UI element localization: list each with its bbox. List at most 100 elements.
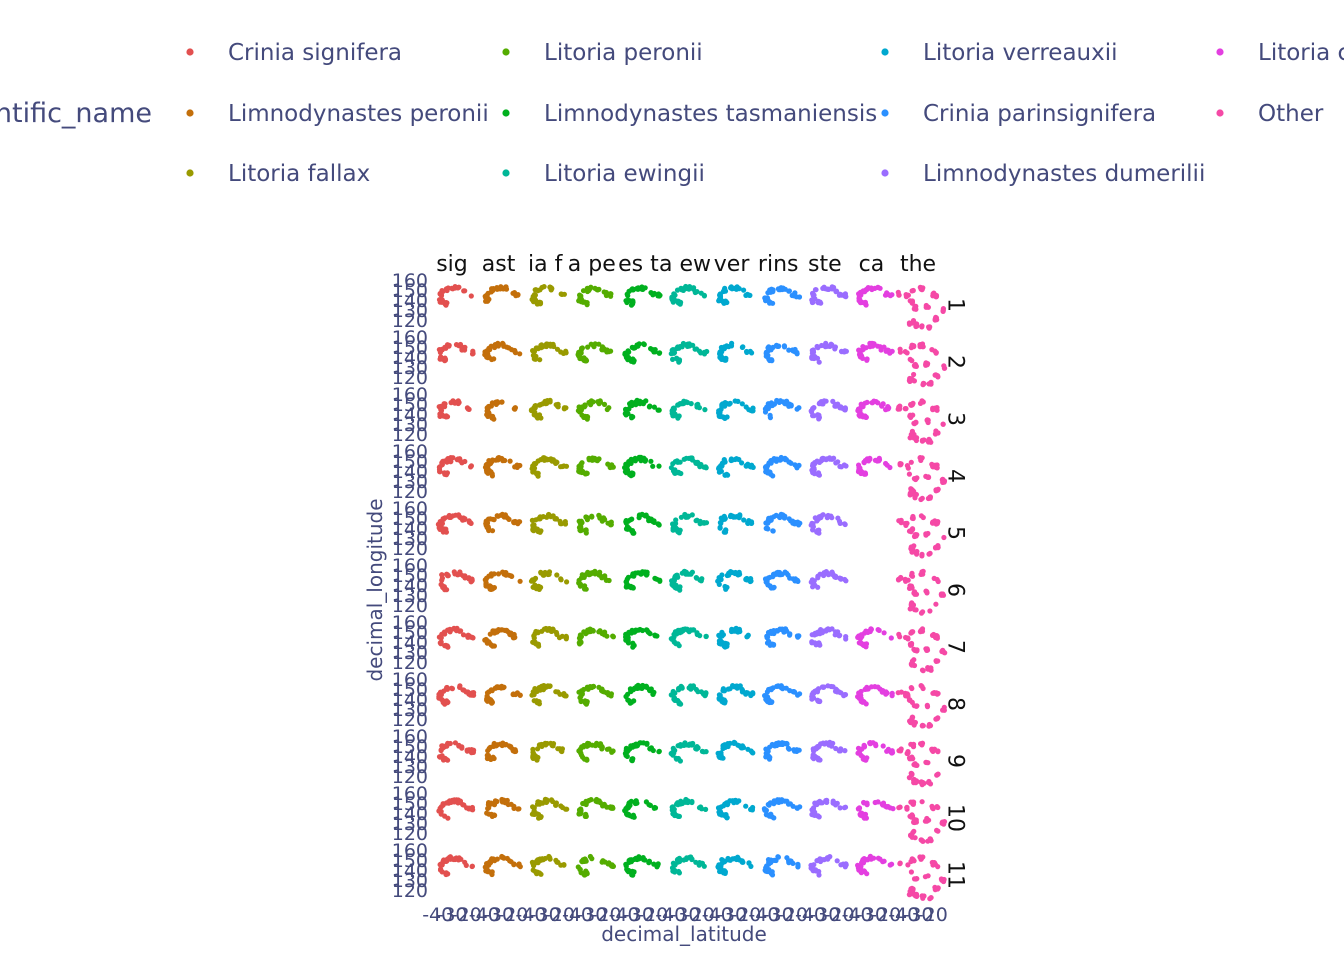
scatter-point [939, 477, 945, 483]
scatter-point [695, 689, 701, 695]
scatter-point [914, 893, 920, 900]
scatter-point [684, 855, 690, 861]
scatter-point [624, 805, 630, 812]
scatter-point [600, 688, 606, 694]
scatter-point [908, 799, 914, 805]
scatter-point [676, 687, 682, 693]
scatter-point [623, 463, 630, 469]
scatter-point [670, 410, 676, 416]
scatter-point [689, 455, 695, 461]
scatter-point [647, 631, 653, 637]
scatter-point [816, 527, 822, 533]
scatter-point [578, 461, 584, 467]
scatter-point [909, 771, 915, 777]
scatter-point [531, 809, 537, 815]
scatter-point [787, 801, 794, 807]
scatter-point [932, 690, 938, 696]
scatter-point [763, 754, 769, 760]
scatter-point [635, 570, 641, 576]
scatter-point [914, 323, 920, 329]
scatter-point [679, 800, 686, 806]
scatter-point [860, 860, 867, 866]
x-tick-label: -40 [888, 904, 919, 926]
scatter-point [485, 698, 491, 704]
y-tick-label: 130 [392, 699, 428, 721]
scatter-point [492, 812, 498, 819]
scatter-point [507, 631, 513, 638]
scatter-point [812, 809, 818, 816]
legend-label: Limnodynastes peronii [228, 101, 489, 127]
scatter-point [577, 527, 583, 533]
scatter-point [545, 571, 551, 578]
y-tick-label: 140 [392, 860, 428, 882]
scatter-point [688, 571, 694, 577]
scatter-point [872, 799, 878, 806]
scatter-point [838, 404, 844, 410]
scatter-point [623, 298, 629, 304]
scatter-point [549, 628, 555, 634]
x-tick-label: -20 [870, 904, 901, 926]
scatter-point [652, 349, 658, 355]
scatter-point [837, 575, 843, 581]
x-tick-label: -40 [655, 904, 686, 926]
scatter-point [815, 813, 821, 819]
scatter-point [540, 687, 547, 693]
y-tick-label: 130 [392, 300, 428, 322]
scatter-point [515, 806, 521, 812]
y-tick-label: 130 [392, 528, 428, 550]
scatter-point [717, 412, 723, 418]
scatter-point [630, 812, 637, 818]
scatter-point [739, 401, 745, 407]
scatter-point [656, 407, 662, 413]
scatter-point [722, 415, 728, 421]
scatter-point [904, 804, 910, 811]
scatter-point [729, 457, 735, 463]
scatter-point [698, 804, 704, 810]
scatter-point [703, 465, 709, 471]
scatter-point [908, 544, 914, 550]
scatter-point [604, 406, 610, 413]
scatter-point [911, 362, 918, 369]
scatter-point [907, 813, 913, 819]
scatter-point [498, 512, 504, 518]
x-tick-label: -40 [842, 904, 873, 926]
scatter-point [555, 859, 561, 865]
scatter-point [737, 683, 743, 689]
scatter-point [530, 752, 536, 759]
scatter-point [829, 342, 835, 348]
scatter-point [913, 876, 920, 882]
scatter-point [583, 530, 589, 536]
scatter-point [457, 798, 463, 804]
scatter-point [862, 299, 869, 305]
scatter-point [741, 517, 747, 523]
scatter-point [453, 628, 460, 634]
scatter-point [923, 531, 929, 537]
scatter-point [537, 287, 543, 293]
scatter-point [451, 569, 457, 575]
scatter-point [610, 634, 617, 640]
legend-marker [502, 48, 510, 56]
scatter-point [485, 805, 491, 812]
scatter-point [927, 781, 934, 787]
scatter-point [920, 568, 926, 574]
scatter-point [636, 515, 642, 521]
scatter-point [829, 515, 835, 521]
scatter-point [815, 629, 821, 635]
scatter-point [464, 748, 470, 754]
legend-marker [186, 48, 194, 56]
scatter-point [909, 402, 916, 408]
scatter-point [451, 797, 457, 803]
scatter-point [924, 647, 930, 654]
scatter-point [503, 572, 509, 578]
scatter-point [781, 629, 787, 635]
scatter-point [935, 748, 941, 754]
scatter-point [908, 433, 915, 439]
scatter-point [678, 285, 684, 291]
row-facet-label: 3 [943, 412, 968, 426]
scatter-point [630, 571, 636, 577]
scatter-point [465, 632, 471, 638]
scatter-point [702, 407, 708, 413]
scatter-point [856, 806, 862, 812]
scatter-point [495, 285, 501, 291]
